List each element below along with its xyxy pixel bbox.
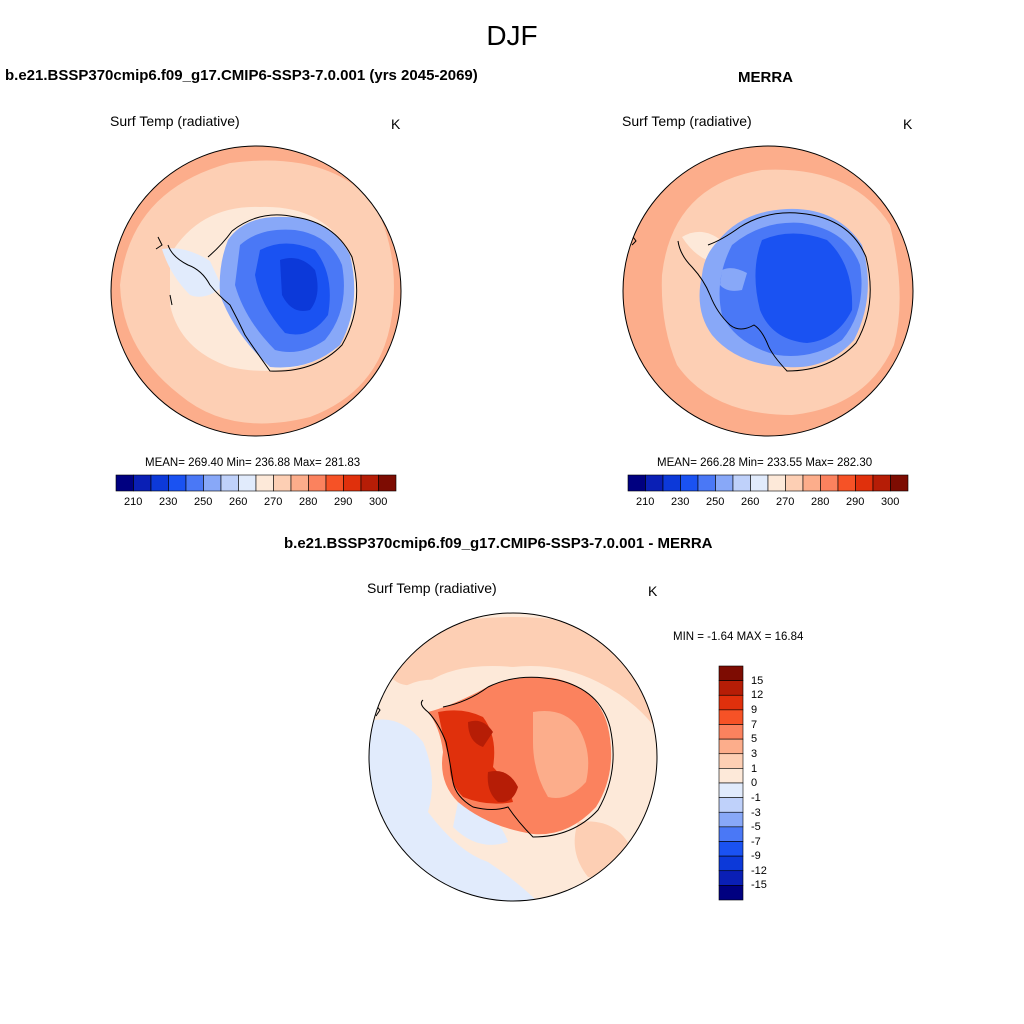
diff-colorbar-swatch-4 — [718, 724, 744, 740]
obs-colorbar-swatch-14 — [872, 474, 891, 492]
model-colorbar-swatch-7 — [238, 474, 257, 492]
obs-colorbar-tick-260: 260 — [741, 496, 760, 508]
model-colorbar-tick-300: 300 — [369, 496, 388, 508]
model-colorbar-swatch-9 — [273, 474, 292, 492]
model-colorbar-tick-230: 230 — [159, 496, 178, 508]
diff-colorbar-swatch-8 — [718, 782, 744, 798]
model-colorbar-tick-210: 210 — [124, 496, 143, 508]
obs-colorbar-swatch-4 — [697, 474, 716, 492]
model-colorbar-swatch-13 — [343, 474, 362, 492]
diff-colorbar-tick-neg12: -12 — [751, 865, 767, 877]
model-colorbar-tick-290: 290 — [334, 496, 353, 508]
diff-colorbar-tick-neg5: -5 — [751, 821, 761, 833]
diff-colorbar-tick-3: 3 — [751, 748, 758, 760]
obs-colorbar-swatch-8 — [767, 474, 786, 492]
obs-colorbar-swatch-5 — [715, 474, 734, 492]
model-colorbar — [115, 474, 397, 492]
diff-variable-label: Surf Temp (radiative) — [367, 580, 497, 596]
obs-variable-label: Surf Temp (radiative) — [622, 113, 752, 129]
model-colorbar-swatch-3 — [168, 474, 187, 492]
obs-colorbar-tick-280: 280 — [811, 496, 830, 508]
model-stats: MEAN= 269.40 Min= 236.88 Max= 281.83 — [145, 457, 361, 469]
obs-colorbar-swatch-1 — [645, 474, 664, 492]
model-units-label: K — [391, 116, 401, 132]
obs-colorbar-swatch-13 — [855, 474, 874, 492]
obs-colorbar-swatch-15 — [890, 474, 909, 492]
diff-colorbar-tick-neg1: -1 — [751, 792, 761, 804]
obs-stats: MEAN= 266.28 Min= 233.55 Max= 282.30 — [657, 457, 873, 469]
model-colorbar-swatch-8 — [255, 474, 274, 492]
diff-colorbar-swatch-5 — [718, 738, 744, 755]
diff-colorbar-tick-5: 5 — [751, 733, 758, 745]
model-colorbar-swatch-14 — [360, 474, 379, 492]
model-colorbar-tick-270: 270 — [264, 496, 283, 508]
diff-stats: MIN = -1.64 MAX = 16.84 — [673, 631, 804, 643]
obs-colorbar-swatch-9 — [785, 474, 804, 492]
diff-colorbar-swatch-2 — [718, 694, 744, 711]
obs-colorbar-swatch-10 — [802, 474, 821, 492]
diff-colorbar-swatch-15 — [718, 885, 744, 901]
diff-colorbar-swatch-14 — [718, 870, 744, 886]
obs-polar-map — [622, 145, 914, 437]
diff-colorbar-swatch-0 — [718, 665, 744, 681]
model-panel-title: b.e21.BSSP370cmip6.f09_g17.CMIP6-SSP3-7.… — [5, 67, 478, 84]
diff-colorbar-tick-7: 7 — [751, 719, 758, 731]
model-colorbar-swatch-2 — [150, 474, 169, 492]
model-colorbar-swatch-1 — [133, 474, 152, 492]
diff-colorbar-swatch-1 — [718, 680, 744, 696]
obs-colorbar-swatch-3 — [680, 474, 699, 492]
obs-colorbar-tick-210: 210 — [636, 496, 655, 508]
diff-colorbar-tick-9: 9 — [751, 704, 758, 716]
model-colorbar-swatch-5 — [203, 474, 222, 492]
obs-colorbar-swatch-6 — [732, 474, 751, 492]
obs-colorbar-swatch-11 — [820, 474, 839, 492]
obs-colorbar-tick-270: 270 — [776, 496, 795, 508]
model-colorbar-tick-260: 260 — [229, 496, 248, 508]
figure-title: DJF — [486, 20, 538, 51]
obs-colorbar-tick-250: 250 — [706, 496, 725, 508]
model-colorbar-swatch-12 — [325, 474, 344, 492]
diff-colorbar-swatch-7 — [718, 768, 744, 784]
diff-colorbar — [718, 665, 744, 901]
model-colorbar-tick-280: 280 — [299, 496, 318, 508]
diff-colorbar-swatch-13 — [718, 855, 744, 872]
diff-colorbar-tick-0: 0 — [751, 777, 758, 789]
model-colorbar-swatch-4 — [185, 474, 204, 492]
diff-colorbar-tick-12: 12 — [751, 689, 764, 701]
model-colorbar-swatch-10 — [290, 474, 309, 492]
model-colorbar-swatch-6 — [220, 474, 239, 492]
diff-colorbar-swatch-12 — [718, 841, 744, 857]
diff-colorbar-tick-neg9: -9 — [751, 850, 761, 862]
diff-polar-map — [368, 612, 658, 902]
model-colorbar-swatch-0 — [115, 474, 134, 492]
diff-colorbar-swatch-10 — [718, 811, 744, 828]
diff-colorbar-tick-neg15: -15 — [751, 879, 767, 891]
diff-units-label: K — [648, 583, 658, 599]
obs-colorbar-tick-300: 300 — [881, 496, 900, 508]
diff-colorbar-swatch-3 — [718, 709, 744, 725]
diff-colorbar-tick-15: 15 — [751, 675, 764, 687]
obs-colorbar-swatch-12 — [837, 474, 856, 492]
obs-colorbar-swatch-0 — [627, 474, 646, 492]
diff-colorbar-swatch-9 — [718, 797, 744, 813]
obs-colorbar-tick-290: 290 — [846, 496, 865, 508]
model-colorbar-swatch-11 — [308, 474, 327, 492]
model-colorbar-tick-250: 250 — [194, 496, 213, 508]
obs-colorbar-swatch-7 — [750, 474, 769, 492]
obs-units-label: K — [903, 116, 913, 132]
model-colorbar-swatch-15 — [378, 474, 397, 492]
diff-colorbar-tick-1: 1 — [751, 763, 758, 775]
obs-colorbar — [627, 474, 909, 492]
obs-colorbar-swatch-2 — [662, 474, 681, 492]
diff-colorbar-tick-neg3: -3 — [751, 807, 761, 819]
model-variable-label: Surf Temp (radiative) — [110, 113, 240, 129]
diff-panel-title: b.e21.BSSP370cmip6.f09_g17.CMIP6-SSP3-7.… — [284, 535, 713, 552]
obs-panel-title: MERRA — [738, 69, 793, 86]
diff-colorbar-swatch-11 — [718, 826, 744, 842]
model-polar-map — [110, 145, 402, 437]
obs-colorbar-tick-230: 230 — [671, 496, 690, 508]
diff-colorbar-tick-neg7: -7 — [751, 836, 761, 848]
diff-colorbar-swatch-6 — [718, 753, 744, 769]
